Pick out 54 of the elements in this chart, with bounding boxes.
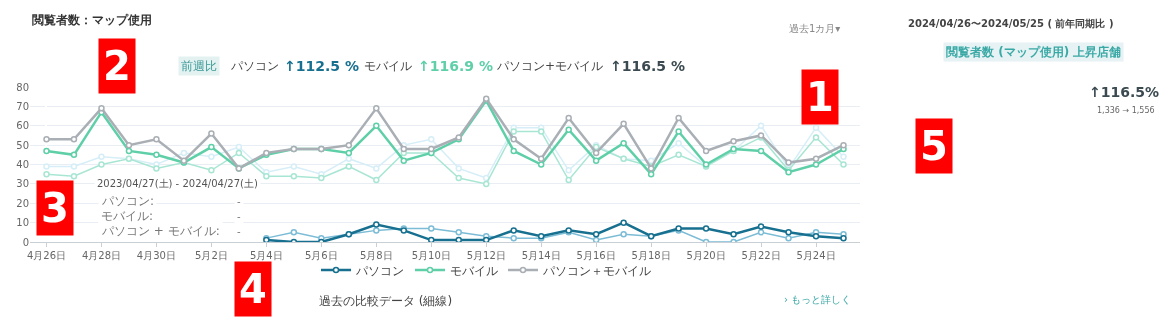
y-tick-label: 10 — [16, 217, 29, 229]
x-tick-label: 5月14日 — [521, 250, 561, 261]
annotation: モバイル: — [101, 209, 154, 223]
x-tick-label: 5月2日 — [195, 250, 228, 261]
text: 前週比 — [181, 59, 217, 73]
x-tick-label: 5月8日 — [359, 250, 393, 261]
chart-title: 閲覧者数：マップ使用 — [32, 13, 152, 27]
y-tick-label: 20 — [16, 197, 29, 209]
text: 1,336 → 1,556 — [1097, 106, 1155, 115]
y-tick-label: 40 — [16, 159, 29, 170]
text: ↑116.5 % — [610, 58, 685, 74]
text: 2024/04/26〜2024/05/25 ( 前年同期比 ) — [908, 18, 1114, 29]
x-tick-label: 5月22日 — [741, 250, 781, 261]
annotation: - — [237, 226, 241, 237]
text: ↑116.5% — [1089, 84, 1160, 100]
x-tick-label: 4月26日 — [26, 250, 67, 261]
text: パソコン+モバイル — [496, 59, 604, 73]
x-tick-label: 5月10日 — [411, 250, 451, 261]
legend-label: パソコン＋モバイル — [542, 263, 651, 278]
annotation: パソコン: — [101, 194, 155, 208]
text: 過去の比較データ (細線) — [319, 294, 453, 308]
x-tick-label: 5月4日 — [249, 250, 283, 261]
annotation: 2023/04/27(土) - 2024/04/27(土) — [97, 178, 258, 189]
text: パソコン — [230, 59, 279, 73]
annotation: 3 — [41, 185, 69, 231]
y-tick-label: 80 — [16, 81, 29, 93]
annotation: - — [237, 196, 241, 207]
x-tick-label: 5月20日 — [686, 250, 726, 261]
x-tick-label: 5月18日 — [631, 250, 671, 261]
annotation: - — [237, 211, 241, 222]
x-tick-label: 5月24日 — [796, 250, 836, 261]
x-tick-label: 4月30日 — [136, 250, 176, 261]
annotation: パソコン + モバイル: — [101, 224, 220, 238]
y-tick-label: 0 — [22, 236, 29, 248]
text: 5 — [920, 123, 948, 169]
legend-label: モバイル — [450, 263, 498, 278]
text: 過去1カ月▾ — [789, 23, 841, 34]
y-tick-label: 60 — [16, 120, 29, 132]
text: 閲覧者数 (マップ使用) 上昇店舗 — [946, 45, 1122, 59]
annotation: 1 — [806, 74, 834, 120]
text: › もっと詳しく — [784, 294, 852, 305]
text: ↑112.5 % — [284, 58, 359, 74]
text: モバイル — [364, 59, 412, 73]
y-tick-label: 30 — [16, 178, 29, 190]
y-tick-label: 70 — [16, 100, 29, 112]
x-tick-label: 5月12日 — [466, 250, 506, 261]
text: 4 — [239, 266, 267, 312]
x-tick-label: 4月28日 — [81, 250, 122, 261]
legend-label: パソコン — [355, 263, 404, 278]
x-tick-label: 5月6日 — [304, 250, 338, 261]
annotation: 2 — [103, 43, 131, 89]
y-tick-label: 50 — [16, 139, 29, 151]
x-tick-label: 5月16日 — [576, 250, 616, 261]
text: ↑116.9 % — [418, 58, 493, 74]
